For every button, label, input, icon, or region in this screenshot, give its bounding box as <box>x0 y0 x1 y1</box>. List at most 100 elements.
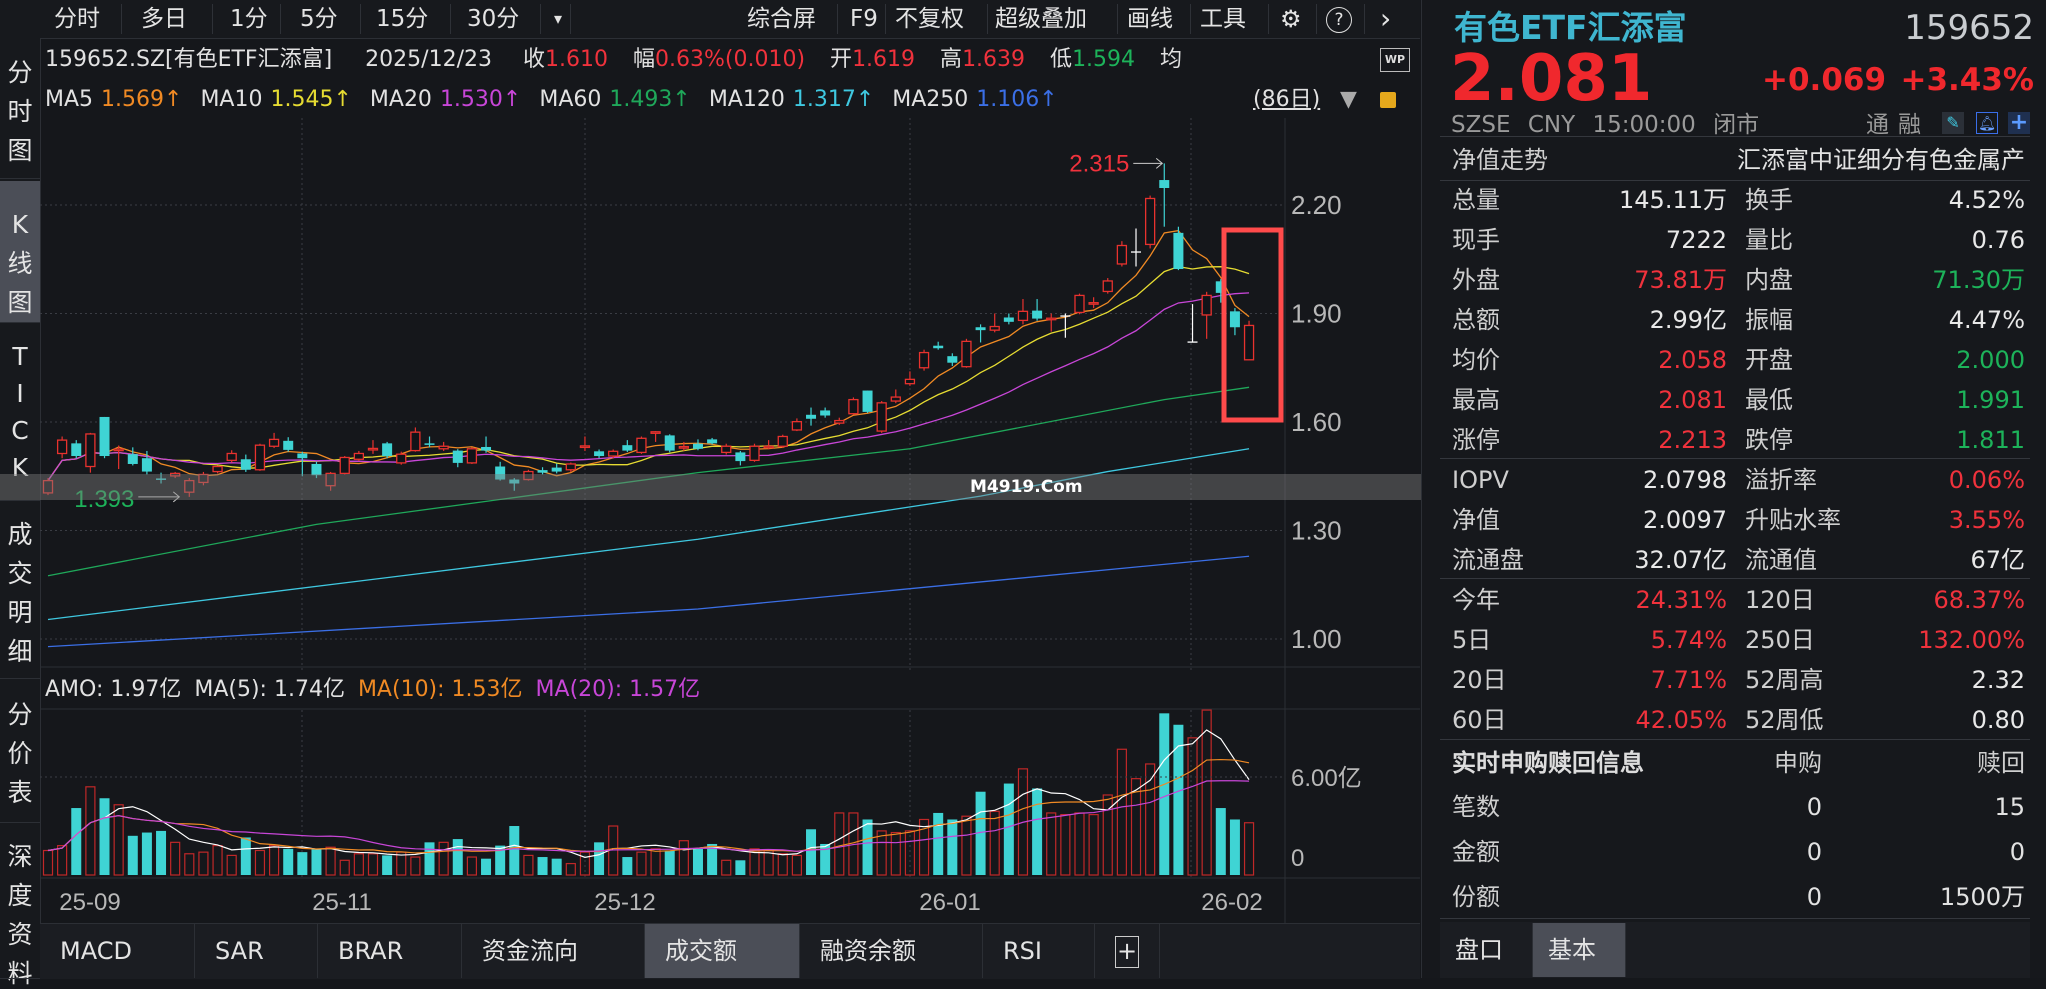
draw-line-button[interactable]: 画线 <box>1127 6 1173 32</box>
help-icon[interactable]: ? <box>1326 7 1352 33</box>
candle[interactable] <box>1003 313 1014 325</box>
indicator-tab-BRAR[interactable]: BRAR <box>318 924 462 978</box>
candle[interactable] <box>42 478 54 496</box>
kline-chart[interactable]: 2.20 1.90 1.60 1.30 1.00 2.315 1.393 6.00亿 0 25-0… <box>40 118 1420 924</box>
candle[interactable] <box>495 461 506 481</box>
candle[interactable] <box>862 390 873 413</box>
candle[interactable] <box>56 436 68 459</box>
left-tab-intraday[interactable]: 分时图 <box>0 38 40 178</box>
candle[interactable] <box>1046 313 1057 332</box>
candle[interactable] <box>537 467 548 475</box>
candle[interactable] <box>678 441 689 451</box>
candle[interactable] <box>1088 297 1099 309</box>
candle[interactable] <box>579 436 591 451</box>
candle[interactable] <box>1173 226 1184 271</box>
indicator-tab-成交额[interactable]: 成交额 <box>645 924 800 978</box>
candle[interactable] <box>1032 299 1043 321</box>
candle[interactable] <box>184 478 195 497</box>
candle[interactable] <box>466 447 478 464</box>
lock-icon[interactable] <box>1380 92 1396 108</box>
candle[interactable] <box>283 437 294 452</box>
candle[interactable] <box>707 437 718 445</box>
candle[interactable] <box>876 401 887 433</box>
gear-icon[interactable]: ⚙ <box>1280 5 1302 33</box>
candle[interactable] <box>820 407 831 418</box>
right-tab-orderbook[interactable]: 盘口 <box>1440 923 1533 977</box>
candle[interactable] <box>622 440 633 453</box>
candle[interactable] <box>594 449 605 459</box>
tab-5min[interactable]: 5分 <box>300 6 338 32</box>
indicator-tab-RSI[interactable]: RSI <box>983 924 1095 978</box>
indicator-tab-资金流向[interactable]: 资金流向 <box>462 924 645 978</box>
candle[interactable] <box>791 418 803 432</box>
candle[interactable] <box>834 417 845 425</box>
composite-screen-button[interactable]: 综合屏 <box>747 6 816 32</box>
candle[interactable] <box>410 427 421 452</box>
candle[interactable] <box>71 440 82 459</box>
candle[interactable] <box>1187 304 1198 343</box>
candle[interactable] <box>636 436 647 454</box>
candle[interactable] <box>608 449 619 459</box>
candle[interactable] <box>339 456 350 475</box>
candle[interactable] <box>806 407 817 426</box>
candle[interactable] <box>452 449 463 468</box>
candle[interactable] <box>735 450 746 466</box>
candle[interactable] <box>1060 313 1071 338</box>
candle[interactable] <box>1074 293 1085 315</box>
candle[interactable] <box>99 416 110 459</box>
candle[interactable] <box>367 440 379 454</box>
nav-trend-row[interactable]: 净值走势 汇添富中证细分有色金属产 <box>1452 141 2027 179</box>
candle[interactable] <box>975 324 986 343</box>
candle[interactable] <box>848 397 859 415</box>
candle[interactable] <box>961 338 972 368</box>
candle[interactable] <box>904 371 916 386</box>
candle[interactable] <box>325 471 336 491</box>
left-tab-trade-details[interactable]: 成交明细 <box>0 500 40 678</box>
candle[interactable] <box>989 313 1000 333</box>
candle[interactable] <box>113 445 124 470</box>
f9-button[interactable]: F9 <box>850 6 878 32</box>
candle[interactable] <box>438 441 449 451</box>
tab-30min[interactable]: 30分 <box>467 6 520 32</box>
left-tab-depth-data[interactable]: 深度资料 <box>0 822 40 988</box>
candle[interactable] <box>1116 241 1128 267</box>
adjustment-button[interactable]: 不复权 <box>895 6 964 32</box>
candle[interactable] <box>1102 278 1113 294</box>
tab-intraday[interactable]: 分时 <box>54 6 100 32</box>
candle[interactable] <box>664 434 675 453</box>
tab-multi-day[interactable]: 多日 <box>141 6 187 32</box>
candle[interactable] <box>565 462 576 472</box>
candle[interactable] <box>509 478 520 491</box>
candle[interactable] <box>933 341 944 350</box>
candle[interactable] <box>947 353 958 366</box>
candle[interactable] <box>311 461 322 479</box>
candle[interactable] <box>226 450 237 463</box>
tab-1min[interactable]: 1分 <box>230 6 268 32</box>
candle[interactable] <box>749 443 760 462</box>
candle[interactable] <box>918 349 930 371</box>
candle[interactable] <box>170 471 181 479</box>
candle[interactable] <box>721 443 732 455</box>
candle[interactable] <box>254 443 266 471</box>
candle[interactable] <box>777 434 788 449</box>
tab-15min[interactable]: 15分 <box>376 6 429 32</box>
candle[interactable] <box>692 439 703 451</box>
candle[interactable] <box>268 432 280 449</box>
candle[interactable] <box>127 447 138 466</box>
candle[interactable] <box>198 471 209 486</box>
left-tab-price-distribution[interactable]: 分价表 <box>0 678 40 822</box>
candle[interactable] <box>382 441 393 459</box>
candle[interactable] <box>1017 299 1029 325</box>
candle[interactable] <box>212 465 223 474</box>
triangle-down-icon[interactable]: ▼ <box>1340 87 1357 112</box>
tools-button[interactable]: 工具 <box>1200 6 1246 32</box>
candle[interactable] <box>890 389 901 404</box>
wp-icon[interactable]: WP <box>1380 48 1410 72</box>
indicator-tab-MACD[interactable]: MACD <box>40 924 195 978</box>
candle[interactable] <box>1229 308 1240 336</box>
indicator-tab-融资余额[interactable]: 融资余额 <box>800 924 983 978</box>
candle[interactable] <box>396 451 407 465</box>
candle[interactable] <box>1159 163 1170 227</box>
period-count[interactable]: (86日) <box>1253 87 1321 112</box>
